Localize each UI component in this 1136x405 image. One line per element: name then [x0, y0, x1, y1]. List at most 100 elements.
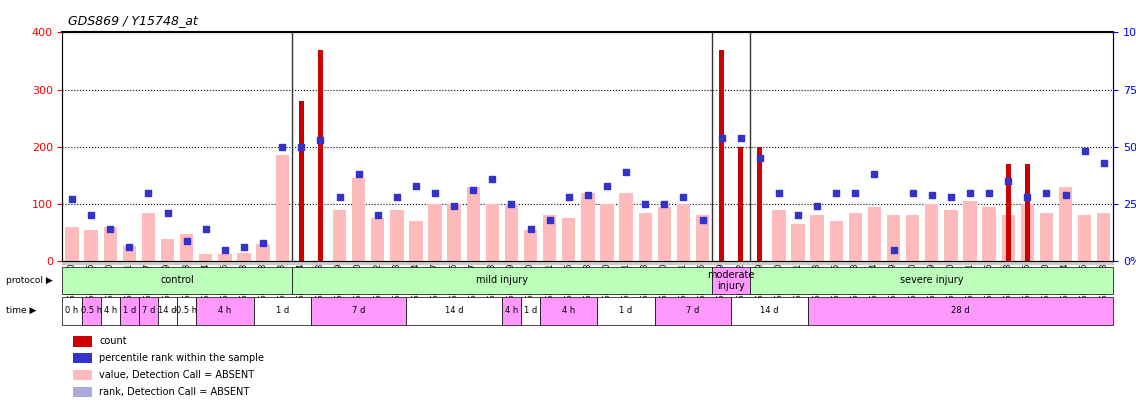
Bar [524, 230, 537, 261]
Bar [979, 261, 999, 264]
Bar [944, 210, 958, 261]
Bar [750, 267, 1113, 294]
Point [980, 190, 999, 196]
Point [82, 212, 100, 219]
Bar [769, 261, 788, 264]
Bar [66, 227, 78, 261]
Point [579, 192, 598, 198]
Bar [103, 227, 117, 261]
Bar [719, 49, 724, 261]
Point [1076, 148, 1094, 155]
Bar [750, 261, 769, 264]
Bar [139, 297, 158, 324]
Point [407, 183, 425, 189]
Text: 0.5 h: 0.5 h [176, 306, 198, 315]
Bar [925, 204, 938, 261]
Bar [142, 213, 156, 261]
Bar [371, 218, 384, 261]
Point [712, 134, 730, 141]
Bar [942, 261, 960, 264]
Bar [273, 261, 292, 264]
Point [751, 155, 769, 162]
Bar [887, 215, 900, 261]
Bar [1020, 204, 1034, 261]
Bar [84, 230, 98, 261]
Point [197, 226, 215, 232]
Bar [543, 215, 557, 261]
Text: 1 d: 1 d [276, 306, 289, 315]
Bar [658, 207, 671, 261]
Bar [598, 297, 654, 324]
Bar [999, 261, 1018, 264]
Point [177, 237, 195, 244]
Bar [903, 261, 922, 264]
Bar [218, 254, 232, 261]
Bar [540, 297, 598, 324]
Bar [197, 261, 216, 264]
Bar [1094, 261, 1113, 264]
Bar [390, 210, 403, 261]
Bar [1039, 213, 1053, 261]
Bar [868, 207, 882, 261]
Bar [276, 156, 289, 261]
Point [1000, 178, 1018, 184]
Point [254, 240, 273, 246]
Bar [829, 221, 843, 261]
Bar [1002, 215, 1014, 261]
Bar [600, 204, 613, 261]
Bar [329, 261, 349, 264]
Point [158, 210, 177, 216]
Bar [1025, 164, 1029, 261]
Text: 4 h: 4 h [218, 306, 232, 315]
Point [655, 201, 674, 207]
Bar [654, 261, 674, 264]
Bar [448, 204, 461, 261]
Point [465, 187, 483, 194]
Bar [101, 297, 119, 324]
Bar [504, 204, 518, 261]
Point [483, 176, 501, 182]
Bar [846, 261, 864, 264]
Bar [674, 261, 693, 264]
Bar [333, 210, 346, 261]
Bar [521, 297, 540, 324]
Bar [1037, 261, 1056, 264]
Text: 4 h: 4 h [562, 306, 576, 315]
Bar [463, 261, 483, 264]
Bar [827, 261, 846, 264]
Bar [732, 261, 750, 264]
Bar [677, 204, 690, 261]
Text: rank, Detection Call = ABSENT: rank, Detection Call = ABSENT [99, 387, 250, 397]
Bar [1097, 213, 1110, 261]
Bar [179, 234, 193, 261]
Point [1095, 160, 1113, 166]
Bar [158, 261, 177, 264]
Bar [444, 261, 463, 264]
Bar [253, 261, 273, 264]
Bar [907, 215, 919, 261]
Bar [884, 261, 903, 264]
Bar [407, 297, 502, 324]
Bar [409, 221, 423, 261]
Point [387, 194, 406, 200]
Bar [119, 261, 139, 264]
Bar [73, 353, 92, 363]
Point [445, 203, 463, 209]
Bar [559, 261, 578, 264]
Text: time ▶: time ▶ [6, 306, 36, 315]
Bar [161, 239, 174, 261]
Bar [578, 261, 598, 264]
Point [942, 194, 960, 200]
Point [120, 244, 139, 251]
Bar [349, 261, 368, 264]
Bar [654, 297, 732, 324]
Bar [486, 204, 499, 261]
Point [235, 244, 253, 251]
Point [521, 226, 540, 232]
Bar [788, 261, 808, 264]
Bar [1078, 215, 1092, 261]
Bar [101, 261, 119, 264]
Point [885, 247, 903, 253]
Bar [1075, 261, 1094, 264]
Bar [849, 213, 862, 261]
